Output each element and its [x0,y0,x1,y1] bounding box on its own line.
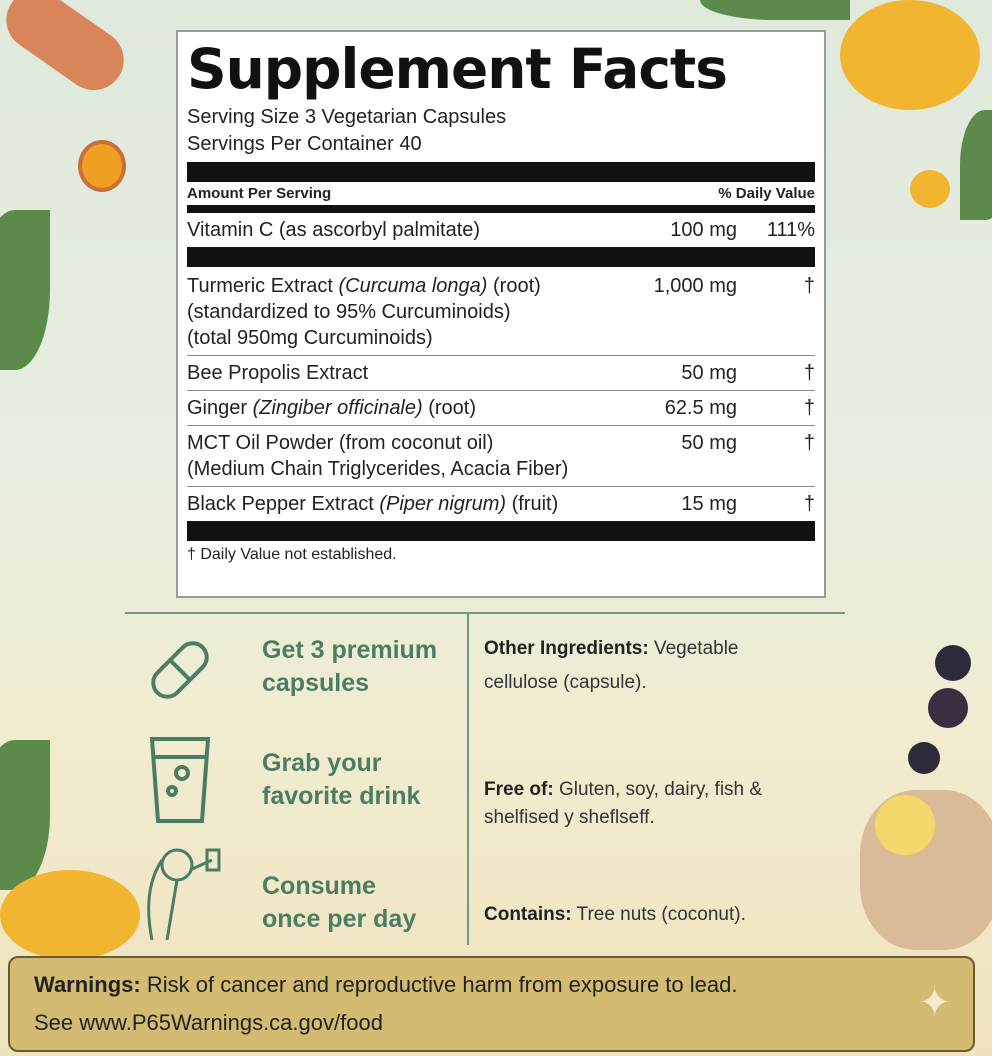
ingredient-amount: 15 mg [681,493,737,515]
ingredient-name: Black Pepper Extract (Piper nigrum) (fru… [187,491,627,517]
ingredient-name: Ginger (Zingiber officinale) (root) [187,395,627,421]
info-text: Gluten, soy, dairy, fish & [553,779,763,800]
divider-bar [187,162,815,182]
step-text: Consume [262,872,376,900]
step-text: favorite drink [262,782,421,810]
sparkle-icon: ✦ [918,981,952,1025]
step-2: Grab your favorite drink [262,747,420,813]
ingredient-name-text: MCT Oil Powder (from coconut oil) [187,432,494,454]
ingredient-name: Turmeric Extract (Curcuma longa) (root) (… [187,273,627,351]
nutrient-row: Vitamin C (as ascorbyl palmitate) 100 mg… [187,213,815,247]
ingredient-row: Ginger (Zingiber officinale) (root) 62.5… [187,391,815,426]
ingredient-amount: 50 mg [681,362,737,384]
ingredient-amount: 62.5 mg [664,397,737,419]
ingredient-dv: † [803,397,815,419]
turmeric-powder-illustration [0,870,140,960]
ingredient-name-text: Ginger [187,397,253,419]
info-text: shelfised y sheflseff. [484,807,655,828]
leaf-illustration [0,210,50,370]
ingredient-name: MCT Oil Powder (from coconut oil) (Medium… [187,430,627,482]
ingredient-dv: † [803,275,815,297]
ginger-slice-illustration [875,795,935,855]
info-label: Contains: [484,904,572,925]
info-text: Vegetable [648,638,739,659]
step-text: capsules [262,669,370,697]
nutrient-name: Vitamin C (as ascorbyl palmitate) [187,219,481,241]
ingredient-dv: † [803,493,815,515]
ingredient-latin: (Zingiber officinale) [252,397,423,419]
ingredient-row: Turmeric Extract (Curcuma longa) (root) (… [187,267,815,356]
glass-icon [149,737,211,823]
footnote: † Daily Value not established. [187,546,397,563]
supplement-facts-panel: Supplement Facts Serving Size 3 Vegetari… [176,30,826,598]
ingredient-detail: (standardized to 95% Curcuminoids) [187,301,511,323]
turmeric-pieces-illustration [910,170,950,208]
nutrient-amount: 100 mg [670,219,737,241]
info-label: Other Ingredients: [484,638,649,659]
free-of: Free of: Gluten, soy, dairy, fish & shelf… [484,776,762,832]
ingredient-detail: (total 950mg Curcuminoids) [187,327,433,349]
step-text: once per day [262,905,417,933]
info-text: Tree nuts (coconut). [571,904,746,925]
warning-line: Warnings: Risk of cancer and reproductiv… [34,966,949,1004]
ingredient-part: (fruit) [506,493,559,515]
servings-per-container: Servings Per Container 40 [187,133,422,155]
person-drinking-icon [147,848,221,941]
berries-illustration [908,742,940,774]
column-divider [467,613,469,945]
ingredient-name-text: Turmeric Extract [187,275,339,297]
nutrient-dv: 111% [766,219,815,241]
ingredient-dv: † [803,362,815,384]
section-divider [125,612,845,614]
berries-illustration [935,645,971,681]
turmeric-slice-illustration [78,140,126,192]
berries-illustration [928,688,968,728]
ingredient-dv: † [803,432,815,454]
warning-box: Warnings: Risk of cancer and reproductiv… [8,956,975,1052]
ingredient-name: Bee Propolis Extract [187,362,369,384]
ingredient-name-text: Black Pepper Extract [187,493,380,515]
warning-url: See www.P65Warnings.ca.gov/food [34,1010,383,1035]
ingredient-part: (root) [487,275,541,297]
ingredient-row: Bee Propolis Extract 50 mg † [187,356,815,391]
step-text: Grab your [262,749,382,777]
ingredient-row: Black Pepper Extract (Piper nigrum) (fru… [187,487,815,521]
ingredient-amount: 50 mg [681,432,737,454]
step-3: Consume once per day [262,870,416,936]
warning-text: Risk of cancer and reproductive harm fro… [140,972,738,997]
capsule-icon [151,641,209,699]
ingredient-latin: (Piper nigrum) [379,493,507,515]
column-header: Amount Per Serving % Daily Value [187,182,815,205]
divider-bar [187,205,815,213]
info-label: Free of: [484,779,554,800]
ingredient-latin: (Curcuma longa) [338,275,488,297]
leaf-illustration [0,740,50,890]
dv-header: % Daily Value [718,185,815,202]
panel-title: Supplement Facts [187,37,728,101]
step-1: Get 3 premium capsules [262,634,437,700]
divider-bar [187,247,815,267]
amount-header: Amount Per Serving [187,185,332,202]
divider-bar [187,521,815,541]
step-text: Get 3 premium [262,636,438,664]
ingredient-part: (root) [422,397,477,419]
warning-label: Warnings: [34,972,141,997]
turmeric-powder-illustration [840,0,980,110]
info-text: cellulose (capsule). [484,672,647,693]
ingredient-amount: 1,000 mg [653,275,737,297]
other-ingredients: Other Ingredients: Vegetable cellulose (c… [484,632,739,700]
leaf-illustration [960,110,992,220]
serving-size: Serving Size 3 Vegetarian Capsules [187,106,507,128]
ingredient-detail: (Medium Chain Triglycerides, Acacia Fibe… [187,458,569,480]
contains: Contains: Tree nuts (coconut). [484,898,746,932]
ingredient-row: MCT Oil Powder (from coconut oil) (Medium… [187,426,815,487]
leaf-illustration [700,0,850,20]
turmeric-root-illustration [0,0,136,102]
